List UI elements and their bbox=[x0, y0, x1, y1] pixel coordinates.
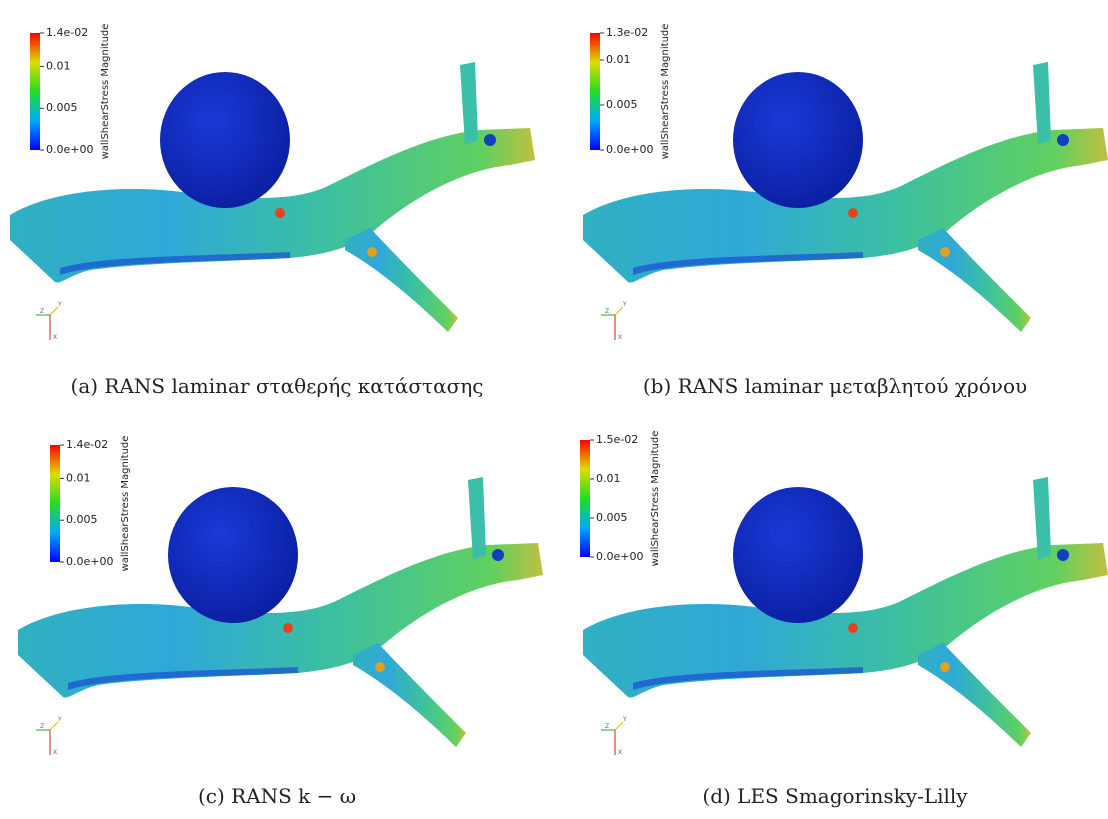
caption: (b) RANS laminar μεταβλητού χρόνου bbox=[643, 374, 1027, 398]
colorbar bbox=[590, 33, 600, 150]
axis-label: Z bbox=[605, 308, 609, 315]
axis-label: Y bbox=[57, 301, 62, 308]
axis-label: Y bbox=[622, 716, 627, 723]
panel: 1.4e-02 0.01 0.005 0.0e+00 wallShearStress M… bbox=[10, 24, 535, 398]
vessel-render bbox=[10, 62, 535, 332]
axis-label: Z bbox=[40, 308, 44, 315]
colorbar-title: wallShearStress Magnitude bbox=[120, 436, 131, 572]
colorbar-tick-label: 1.4e-02 bbox=[66, 438, 108, 451]
colorbar-tick-label: 0.0e+00 bbox=[46, 143, 93, 156]
caption: (c) RANS k − ω bbox=[198, 784, 356, 808]
colorbar-title: wallShearStress Magnitude bbox=[100, 24, 111, 160]
colorbar bbox=[580, 440, 590, 557]
axis-label: Y bbox=[622, 301, 627, 308]
axis-label: Z bbox=[40, 723, 44, 730]
axis-label: X bbox=[618, 334, 622, 341]
colorbar-tick-label: 1.4e-02 bbox=[46, 26, 88, 39]
caption: (a) RANS laminar σταθερής κατάστασης bbox=[71, 374, 484, 398]
colorbar-tick-label: 0.005 bbox=[46, 101, 78, 114]
axis-triad bbox=[615, 307, 623, 315]
colorbar-tick-label: 0.005 bbox=[66, 513, 98, 526]
axis-label: X bbox=[53, 334, 57, 341]
panel: 1.4e-02 0.01 0.005 0.0e+00 wallShearStress M… bbox=[18, 436, 543, 808]
colorbar-title: wallShearStress Magnitude bbox=[660, 24, 671, 160]
colorbar-tick-label: 0.01 bbox=[596, 472, 621, 485]
colorbar-tick-label: 0.01 bbox=[606, 53, 631, 66]
caption: (d) LES Smagorinsky-Lilly bbox=[702, 784, 968, 808]
panel: 1.3e-02 0.01 0.005 0.0e+00 wallShearStress M… bbox=[583, 24, 1108, 398]
colorbar-tick-label: 1.5e-02 bbox=[596, 433, 638, 446]
colorbar-tick-label: 0.005 bbox=[596, 511, 628, 524]
vessel-render bbox=[583, 477, 1108, 747]
colorbar bbox=[30, 33, 40, 150]
colorbar-tick-label: 0.005 bbox=[606, 98, 638, 111]
colorbar-tick-label: 0.0e+00 bbox=[606, 143, 653, 156]
colorbar-tick-label: 0.01 bbox=[66, 471, 91, 484]
colorbar-title: wallShearStress Magnitude bbox=[650, 431, 661, 567]
colorbar-tick-label: 0.0e+00 bbox=[596, 550, 643, 563]
axis-label: X bbox=[618, 749, 622, 756]
panel: 1.5e-02 0.01 0.005 0.0e+00 wallShearStress M… bbox=[580, 431, 1108, 808]
axis-label: Z bbox=[605, 723, 609, 730]
colorbar-tick-label: 0.01 bbox=[46, 59, 71, 72]
axis-triad bbox=[50, 307, 58, 315]
axis-triad bbox=[615, 722, 623, 730]
colorbar bbox=[50, 445, 60, 562]
panels: 1.4e-02 0.01 0.005 0.0e+00 wallShearStress M… bbox=[10, 24, 1108, 808]
figure: 1.4e-02 0.01 0.005 0.0e+00 wallShearStress M… bbox=[0, 0, 1108, 819]
colorbar-tick-label: 1.3e-02 bbox=[606, 26, 648, 39]
axis-label: Y bbox=[57, 716, 62, 723]
colorbar-tick-label: 0.0e+00 bbox=[66, 555, 113, 568]
axis-label: X bbox=[53, 749, 57, 756]
axis-triad bbox=[50, 722, 58, 730]
